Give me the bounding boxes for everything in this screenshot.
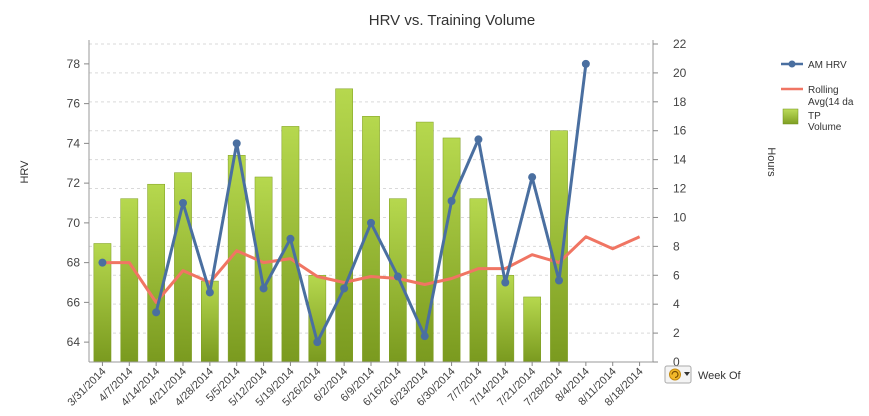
y2-tick-label: 6 — [673, 268, 680, 282]
y-tick-label: 68 — [67, 256, 81, 270]
bar-tp-volume[interactable] — [147, 183, 165, 363]
point-am-hrv[interactable] — [286, 234, 295, 243]
refresh-dropdown-icon — [669, 368, 681, 381]
line-rolling-avg — [102, 235, 641, 304]
legend-swatch-tp-volume — [782, 108, 799, 125]
point-am-hrv[interactable] — [447, 197, 456, 206]
y-tick-label: 70 — [67, 216, 81, 230]
point-am-hrv[interactable] — [98, 258, 107, 267]
bar-tp-volume[interactable] — [523, 296, 541, 363]
y2-tick-label: 14 — [673, 153, 687, 167]
point-am-hrv[interactable] — [179, 199, 187, 207]
point-am-hrv[interactable] — [152, 308, 161, 317]
point-am-hrv[interactable] — [340, 284, 349, 293]
point-am-hrv[interactable] — [232, 139, 241, 148]
bar-tp-volume[interactable] — [469, 198, 488, 363]
legend-item-am-hrv[interactable]: AM HRV — [781, 60, 847, 71]
point-am-hrv[interactable] — [474, 135, 483, 144]
y-tick-label: 64 — [67, 335, 81, 349]
point-am-hrv[interactable] — [367, 218, 375, 227]
bar-series-tp-volume — [93, 88, 568, 363]
line-series-am-hrv — [98, 59, 590, 347]
x-axis-title: Week Of — [698, 370, 742, 382]
y2-tick-label: 8 — [673, 239, 680, 253]
legend-label-rolling-avg-line1: Rolling — [808, 85, 839, 96]
bar-tp-volume[interactable] — [442, 137, 461, 363]
week-of-dropdown[interactable] — [664, 365, 692, 384]
bar-tp-volume[interactable] — [254, 176, 273, 363]
y2-tick-label: 4 — [673, 297, 680, 311]
point-am-hrv[interactable] — [581, 59, 590, 68]
y2-tick-label: 22 — [673, 37, 687, 51]
point-am-hrv[interactable] — [555, 276, 563, 285]
y2-tick-label: 10 — [673, 210, 687, 224]
y2-tick-label: 20 — [673, 66, 687, 80]
legend-label-tp-volume-line1: TP — [808, 111, 821, 122]
legend-item-tp-volume[interactable]: TP Volume — [782, 108, 842, 133]
legend-label-rolling-avg-line2: Avg(14 da — [808, 97, 854, 108]
point-am-hrv[interactable] — [420, 332, 429, 341]
point-am-hrv[interactable] — [313, 338, 322, 347]
bar-tp-volume[interactable] — [550, 130, 568, 363]
y2-tick-label: 12 — [673, 182, 687, 196]
legend-label-tp-volume-line2: Volume — [808, 122, 842, 133]
legend: AM HRV Rolling Avg(14 da TP Volume — [781, 60, 854, 133]
chevron-down-icon — [684, 372, 690, 376]
bar-tp-volume[interactable] — [496, 275, 515, 363]
y2-tick-label: 16 — [673, 124, 687, 138]
y2-tick-label: 0 — [673, 355, 680, 369]
y-tick-label: 74 — [67, 136, 81, 150]
y-axis-title: HRV — [19, 160, 31, 184]
legend-item-rolling-avg[interactable]: Rolling Avg(14 da — [781, 85, 854, 108]
chart-title: HRV vs. Training Volume — [369, 12, 535, 29]
y2-axis-title: Hours — [765, 147, 777, 177]
line-series-rolling-avg — [102, 235, 641, 304]
point-am-hrv[interactable] — [501, 278, 510, 287]
legend-marker-am-hrv — [788, 60, 796, 68]
y2-tick-label: 18 — [673, 95, 687, 109]
y-tick-label: 66 — [67, 295, 81, 309]
y-tick-label: 76 — [67, 97, 81, 111]
y-tick-label: 78 — [67, 57, 81, 71]
point-am-hrv[interactable] — [393, 272, 402, 281]
y-tick-label: 72 — [67, 176, 81, 190]
point-am-hrv[interactable] — [259, 284, 268, 293]
bar-tp-volume[interactable] — [120, 198, 139, 363]
bar-tp-volume[interactable] — [335, 88, 353, 363]
legend-label-am-hrv: AM HRV — [808, 60, 847, 71]
point-am-hrv[interactable] — [528, 173, 537, 182]
point-am-hrv[interactable] — [205, 288, 214, 297]
y2-tick-label: 2 — [673, 326, 680, 340]
